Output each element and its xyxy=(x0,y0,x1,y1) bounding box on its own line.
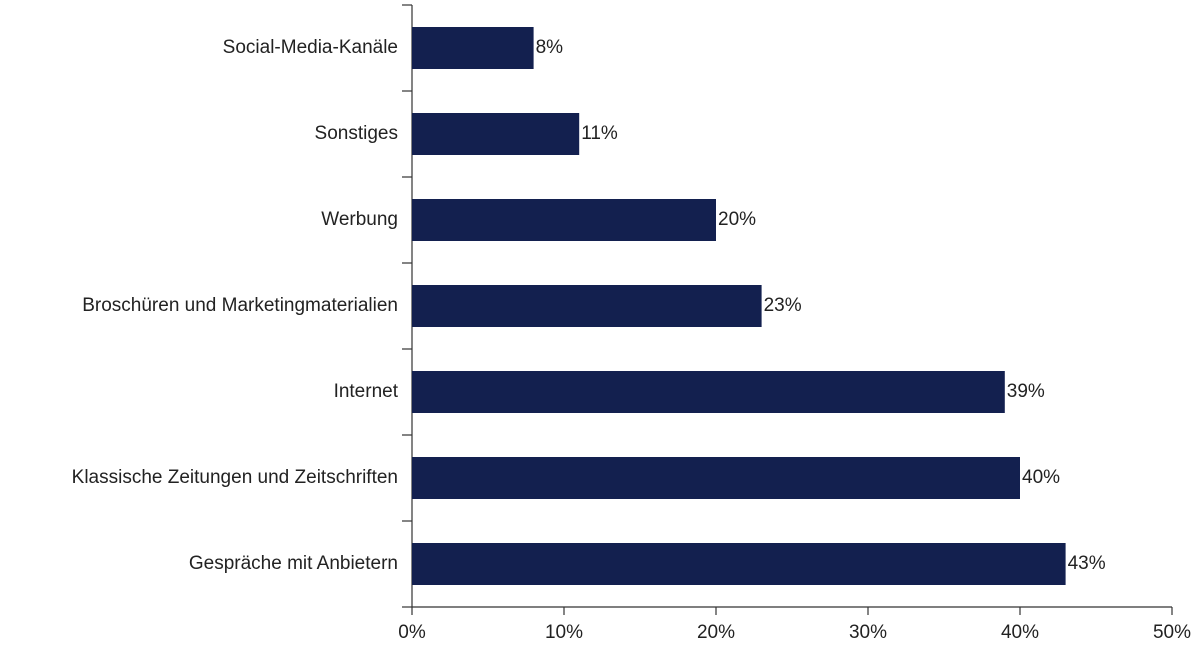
y-tick-label: Social-Media-Kanäle xyxy=(223,37,398,58)
x-tick-label: 40% xyxy=(1001,622,1039,643)
data-label: 43% xyxy=(1068,553,1106,574)
bar xyxy=(412,199,716,241)
data-label: 23% xyxy=(764,295,802,316)
bar xyxy=(412,113,580,155)
x-tick-label: 50% xyxy=(1153,622,1191,643)
y-tick-label: Werbung xyxy=(321,209,398,230)
bar xyxy=(412,27,534,69)
bar xyxy=(412,543,1066,585)
y-tick-label: Klassische Zeitungen und Zeitschriften xyxy=(72,467,398,488)
data-label: 11% xyxy=(581,123,618,144)
x-tick-label: 10% xyxy=(545,622,583,643)
data-label: 20% xyxy=(718,209,756,230)
bar xyxy=(412,285,762,327)
y-tick-label: Gespräche mit Anbietern xyxy=(189,553,398,574)
y-tick-label: Internet xyxy=(334,381,399,402)
data-label: 8% xyxy=(536,37,564,58)
y-tick-label: Sonstiges xyxy=(315,123,398,144)
x-tick-label: 0% xyxy=(398,622,426,643)
data-label: 39% xyxy=(1007,381,1045,402)
data-label: 40% xyxy=(1022,467,1060,488)
bar xyxy=(412,371,1005,413)
x-tick-label: 30% xyxy=(849,622,887,643)
y-tick-label: Broschüren und Marketingmaterialien xyxy=(82,295,398,316)
x-tick-label: 20% xyxy=(697,622,735,643)
bar xyxy=(412,457,1020,499)
